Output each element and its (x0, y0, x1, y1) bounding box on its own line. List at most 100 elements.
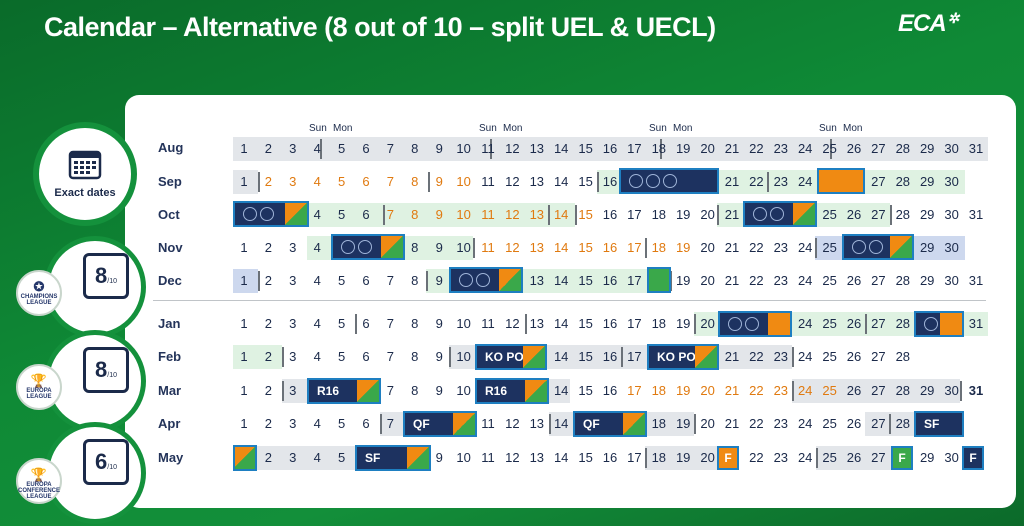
day-cell: 30 (944, 174, 959, 189)
day-cell: 26 (846, 207, 862, 222)
day-cell: 12 (505, 207, 520, 222)
day-cell: 29 (919, 273, 935, 288)
week-band (645, 446, 717, 470)
day-cell: 11 (481, 316, 495, 331)
day-cell: 31 (968, 273, 984, 288)
qf-block: QF (573, 411, 647, 437)
day-cell: 18 (651, 416, 667, 431)
week-separator (767, 172, 769, 192)
day-cell: 13 (529, 450, 545, 465)
mon-header: Mon (843, 123, 863, 134)
day-cell: 8 (411, 273, 419, 288)
exact-dates-badge: Exact dates (33, 122, 137, 226)
day-cell: 5 (337, 349, 346, 364)
week-separator (694, 414, 696, 434)
day-cell: 4 (313, 349, 321, 364)
day-cell: 9 (435, 349, 443, 364)
day-cell: 24 (797, 174, 813, 189)
day-cell: 15 (578, 141, 593, 156)
day-cell: 9 (435, 273, 443, 288)
day-cell: 26 (846, 141, 862, 156)
day-cell: 26 (846, 416, 862, 431)
day-cell: 8 (411, 240, 419, 255)
mon-header: Mon (673, 123, 693, 134)
day-cell: 24 (797, 416, 813, 431)
day-cell: 24 (797, 273, 813, 288)
day-cell: 2 (264, 273, 272, 288)
week-separator (355, 314, 357, 334)
uel-final-block: F (717, 446, 739, 470)
day-cell: 5 (337, 273, 346, 288)
week-separator (960, 381, 962, 401)
day-cell: 27 (871, 316, 886, 331)
week-separator (621, 347, 623, 367)
day-cell: 4 (313, 450, 321, 465)
day-cell: 11 (481, 416, 495, 431)
day-cell: 10 (456, 141, 471, 156)
day-cell: 25 (822, 450, 837, 465)
ucl-matchday-block (449, 267, 523, 293)
day-cell: 3 (289, 240, 297, 255)
day-cell: 5 (337, 450, 346, 465)
week-separator (830, 139, 832, 159)
day-cell: 29 (919, 383, 935, 398)
day-cell: 14 (553, 416, 569, 431)
day-cell: 18 (651, 316, 667, 331)
month-label-sep: Sep (158, 174, 182, 189)
week-separator (428, 172, 430, 192)
day-cell: 14 (553, 174, 569, 189)
day-cell: 31 (968, 207, 984, 222)
day-cell: 25 (822, 141, 837, 156)
europa-league-logo: 🏆 EUROPA LEAGUE (16, 364, 62, 410)
day-cell: 9 (435, 207, 443, 222)
day-cell: 3 (289, 273, 297, 288)
day-cell: 7 (386, 174, 394, 189)
day-cell: 6 (362, 316, 370, 331)
week-separator (865, 314, 867, 334)
week-separator (282, 381, 284, 401)
day-cell: 31 (968, 316, 984, 331)
day-cell: 14 (553, 141, 569, 156)
day-cell: 1 (240, 383, 248, 398)
day-cell: 11 (481, 141, 495, 156)
week-separator (548, 205, 550, 225)
day-cell: 14 (553, 240, 569, 255)
week-separator (525, 314, 527, 334)
day-cell: 1 (240, 273, 248, 288)
day-cell: 2 (264, 349, 272, 364)
day-cell: 31 (968, 141, 984, 156)
week-separator (660, 139, 662, 159)
month-label-oct: Oct (158, 207, 180, 222)
week-separator (717, 205, 719, 225)
day-cell: 6 (362, 174, 370, 189)
day-cell: 31 (968, 383, 984, 398)
day-cell: 2 (264, 450, 272, 465)
day-cell: 20 (700, 316, 715, 331)
week-separator (815, 238, 817, 258)
day-cell: 21 (724, 349, 740, 364)
qf-block: QF (403, 411, 477, 437)
page-title: Calendar – Alternative (8 out of 10 – sp… (44, 12, 716, 42)
day-cell: 16 (602, 383, 618, 398)
day-cell: 22 (749, 416, 764, 431)
day-cell: 3 (289, 141, 297, 156)
day-cell: 3 (289, 174, 297, 189)
day-cell: 4 (313, 240, 321, 255)
sf-block: SF (355, 445, 431, 471)
day-cell: 17 (627, 207, 642, 222)
day-cell: 17 (627, 316, 642, 331)
day-cell: 25 (822, 316, 837, 331)
uel-matchday-block (817, 168, 865, 194)
season-divider (153, 300, 986, 301)
day-cell: 8 (411, 383, 419, 398)
day-cell: 26 (846, 273, 862, 288)
week-separator (645, 238, 647, 258)
day-cell: 28 (895, 141, 911, 156)
day-cell: 27 (871, 383, 886, 398)
week-separator (645, 448, 647, 468)
day-cell: 17 (627, 240, 642, 255)
day-cell: 16 (602, 450, 618, 465)
day-cell: 28 (895, 316, 911, 331)
day-cell: 11 (481, 240, 495, 255)
week-separator (816, 448, 818, 468)
